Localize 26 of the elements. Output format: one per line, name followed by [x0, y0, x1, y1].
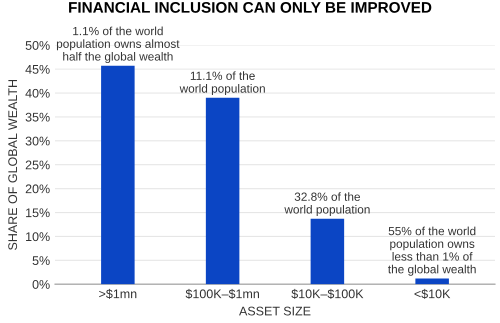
y-axis-title: SHARE OF GLOBAL WEALTH: [8, 80, 18, 250]
y-tick-label: 5%: [32, 256, 50, 265]
y-tick-label: 0%: [32, 280, 50, 289]
bar: [206, 98, 240, 284]
annotation: 32.8% of the world population: [284, 192, 370, 216]
bar: [415, 278, 449, 284]
chart-title: FINANCIAL INCLUSION CAN ONLY BE IMPROVED: [69, 2, 432, 13]
x-tick-label: $10K–$100K: [291, 288, 364, 300]
y-tick-label: 50%: [26, 41, 50, 50]
y-tick-label: 30%: [26, 136, 50, 146]
y-tick-label: 20%: [26, 184, 50, 194]
y-tick-label: 40%: [25, 88, 50, 98]
y-tick-label: 15%: [26, 208, 50, 218]
annotation: 11.1% of the world population: [180, 71, 265, 96]
annotation: 55% of the world population owns less than 1% of the global wealth: [388, 226, 476, 276]
annotation: 1.1% of the world population owns almost half the global wealth: [56, 26, 180, 63]
y-tick-label: 25%: [26, 160, 50, 170]
y-tick-label: 45%: [25, 64, 50, 74]
x-tick-label: <$10K: [414, 288, 450, 300]
y-tick-label: 35%: [26, 112, 50, 122]
x-tick-label: >$1mn: [99, 288, 136, 300]
bar: [310, 218, 344, 284]
bar: [101, 66, 135, 284]
x-tick-label: $100K–$1mn: [186, 288, 259, 300]
y-tick-label: 10%: [26, 232, 50, 242]
x-axis-title: ASSET SIZE: [239, 306, 310, 316]
